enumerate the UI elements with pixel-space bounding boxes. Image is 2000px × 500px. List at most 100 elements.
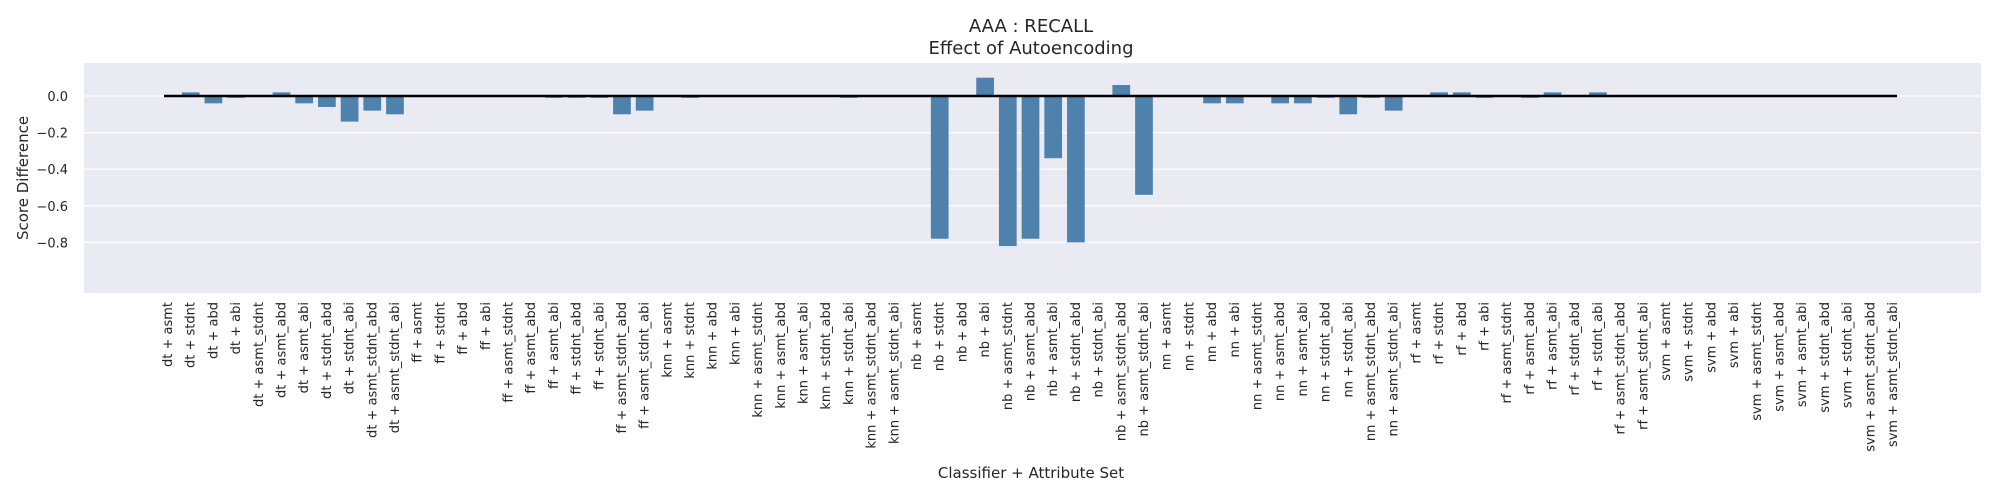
bar bbox=[976, 77, 994, 96]
x-tick-label: knn + abi bbox=[728, 302, 743, 365]
bars bbox=[181, 77, 1607, 247]
bar bbox=[1430, 92, 1448, 96]
x-tick-label: nb + asmt_abi bbox=[1046, 302, 1061, 396]
bar bbox=[1135, 96, 1153, 195]
bar bbox=[613, 96, 631, 115]
x-tick-label: rf + asmt_abi bbox=[1546, 302, 1561, 390]
bar bbox=[1203, 96, 1221, 104]
bar bbox=[1294, 96, 1312, 104]
x-tick-label: rf + stdnt_abi bbox=[1591, 302, 1606, 391]
x-tick-label: dt + asmt_abd bbox=[274, 302, 289, 398]
x-tick-label: dt + abi bbox=[229, 302, 244, 354]
x-tick-label: nn + asmt_stdnt_abd bbox=[1364, 302, 1379, 441]
x-tick-label: svm + abi bbox=[1727, 302, 1742, 368]
x-tick-label: svm + asmt_stdnt bbox=[1750, 302, 1765, 421]
bar bbox=[363, 96, 382, 111]
x-tick-label: ff + stdnt bbox=[433, 302, 448, 364]
x-tick-label: nn + asmt_stdnt bbox=[1250, 302, 1265, 410]
x-tick-label: nn + asmt bbox=[1160, 302, 1175, 370]
x-tick-label: dt + stdnt bbox=[184, 302, 199, 368]
x-tick-label: ff + stdnt_abd bbox=[570, 302, 585, 395]
bar bbox=[1589, 92, 1607, 96]
x-tick-label: nb + asmt_stdnt bbox=[1001, 302, 1016, 410]
x-tick-label: rf + abd bbox=[1455, 302, 1470, 356]
bar bbox=[1044, 96, 1063, 159]
x-tick-label: dt + asmt_abi bbox=[297, 302, 312, 393]
bar bbox=[318, 96, 336, 107]
x-tick-label: dt + abd bbox=[206, 302, 221, 359]
y-tick-label: −0.4 bbox=[36, 163, 68, 178]
x-tick-label: nn + asmt_stdnt_abi bbox=[1387, 302, 1402, 436]
bar bbox=[181, 92, 200, 96]
x-tick-label: ff + asmt_stdnt bbox=[501, 302, 516, 403]
x-tick-label: nb + asmt_abd bbox=[1024, 302, 1039, 401]
x-tick-label: knn + asmt bbox=[660, 302, 675, 378]
x-tick-label: dt + stdnt_abd bbox=[320, 302, 335, 399]
x-tick-label: rf + asmt_stdnt_abd bbox=[1614, 302, 1629, 435]
x-tick-label: ff + stdnt_abi bbox=[592, 302, 607, 390]
x-tick-label: knn + asmt_abd bbox=[774, 302, 789, 409]
x-tick-label: knn + stdnt bbox=[683, 302, 698, 379]
bar bbox=[1021, 96, 1040, 239]
x-tick-label: ff + asmt_stdnt_abi bbox=[638, 302, 653, 429]
x-tick-labels: dt + asmt dt + stdnt dt + abd dt + abi dt + … bbox=[161, 302, 1901, 452]
x-tick-label: nn + stdnt_abd bbox=[1319, 302, 1334, 402]
bar bbox=[386, 96, 404, 115]
x-tick-label: nb + abi bbox=[978, 302, 993, 357]
x-tick-label: ff + asmt bbox=[411, 302, 426, 363]
x-tick-label: nb + stdnt_abi bbox=[1092, 302, 1107, 397]
y-tick-label: −0.2 bbox=[36, 127, 68, 142]
x-tick-label: svm + asmt_abd bbox=[1773, 302, 1788, 412]
x-tick-label: knn + asmt_stdnt bbox=[751, 302, 766, 418]
x-tick-label: nn + abd bbox=[1205, 302, 1220, 362]
x-tick-label: knn + stdnt_abi bbox=[842, 302, 857, 405]
bar bbox=[998, 96, 1017, 247]
y-axis-label: Score Difference bbox=[14, 116, 32, 240]
x-tick-label: rf + stdnt bbox=[1432, 302, 1447, 365]
x-tick-label: dt + asmt bbox=[161, 302, 176, 367]
x-tick-label: svm + stdnt bbox=[1682, 302, 1697, 382]
x-axis-label: Classifier + Attribute Set bbox=[938, 464, 1124, 482]
x-tick-label: dt + stdnt_abi bbox=[343, 302, 358, 394]
x-tick-label: dt + asmt_stdnt_abd bbox=[365, 302, 380, 438]
x-tick-label: dt + asmt_stdnt bbox=[252, 302, 267, 407]
x-tick-label: svm + asmt_stdnt_abd bbox=[1863, 302, 1878, 452]
x-tick-label: dt + asmt_stdnt_abi bbox=[388, 302, 403, 433]
bar bbox=[1543, 92, 1562, 96]
bar bbox=[635, 96, 654, 111]
bar bbox=[272, 92, 291, 96]
bar bbox=[1225, 96, 1244, 104]
bar bbox=[930, 96, 949, 239]
x-tick-label: nn + abi bbox=[1228, 302, 1243, 357]
bar bbox=[1067, 96, 1085, 243]
x-tick-label: rf + stdnt_abd bbox=[1568, 302, 1583, 396]
x-tick-label: rf + abi bbox=[1477, 302, 1492, 351]
x-tick-label: nn + asmt_abi bbox=[1296, 302, 1311, 396]
x-tick-label: knn + asmt_stdnt_abi bbox=[887, 302, 902, 444]
x-tick-label: ff + asmt_abd bbox=[524, 302, 539, 394]
x-tick-label: nb + stdnt_abd bbox=[1069, 302, 1084, 402]
x-tick-label: rf + asmt bbox=[1409, 302, 1424, 364]
bar bbox=[295, 96, 314, 104]
y-tick-labels: 0.0 −0.2 −0.4 −0.6 −0.8 bbox=[36, 90, 68, 251]
bar bbox=[340, 96, 359, 122]
bar bbox=[1384, 96, 1403, 111]
x-tick-label: nb + asmt_stdnt_abd bbox=[1114, 302, 1129, 441]
x-tick-label: nb + asmt bbox=[910, 302, 925, 370]
x-tick-label: rf + asmt_stdnt bbox=[1500, 302, 1515, 404]
x-tick-label: knn + asmt_abi bbox=[797, 302, 812, 404]
bar bbox=[204, 96, 223, 104]
x-tick-label: nn + asmt_abd bbox=[1273, 302, 1288, 401]
x-tick-label: svm + stdnt_abd bbox=[1818, 302, 1833, 413]
x-tick-label: svm + abd bbox=[1704, 302, 1719, 373]
x-tick-label: svm + stdnt_abi bbox=[1841, 302, 1856, 408]
x-tick-label: rf + asmt_stdnt_abi bbox=[1636, 302, 1651, 430]
bar bbox=[1339, 96, 1358, 115]
x-tick-label: knn + asmt_stdnt_abd bbox=[865, 302, 880, 449]
x-tick-label: nb + abd bbox=[955, 302, 970, 362]
y-tick-label: −0.8 bbox=[36, 236, 68, 251]
chart-subtitle: Effect of Autoencoding bbox=[928, 38, 1133, 59]
bar bbox=[1271, 96, 1290, 104]
chart-title: AAA : RECALL bbox=[969, 16, 1093, 37]
